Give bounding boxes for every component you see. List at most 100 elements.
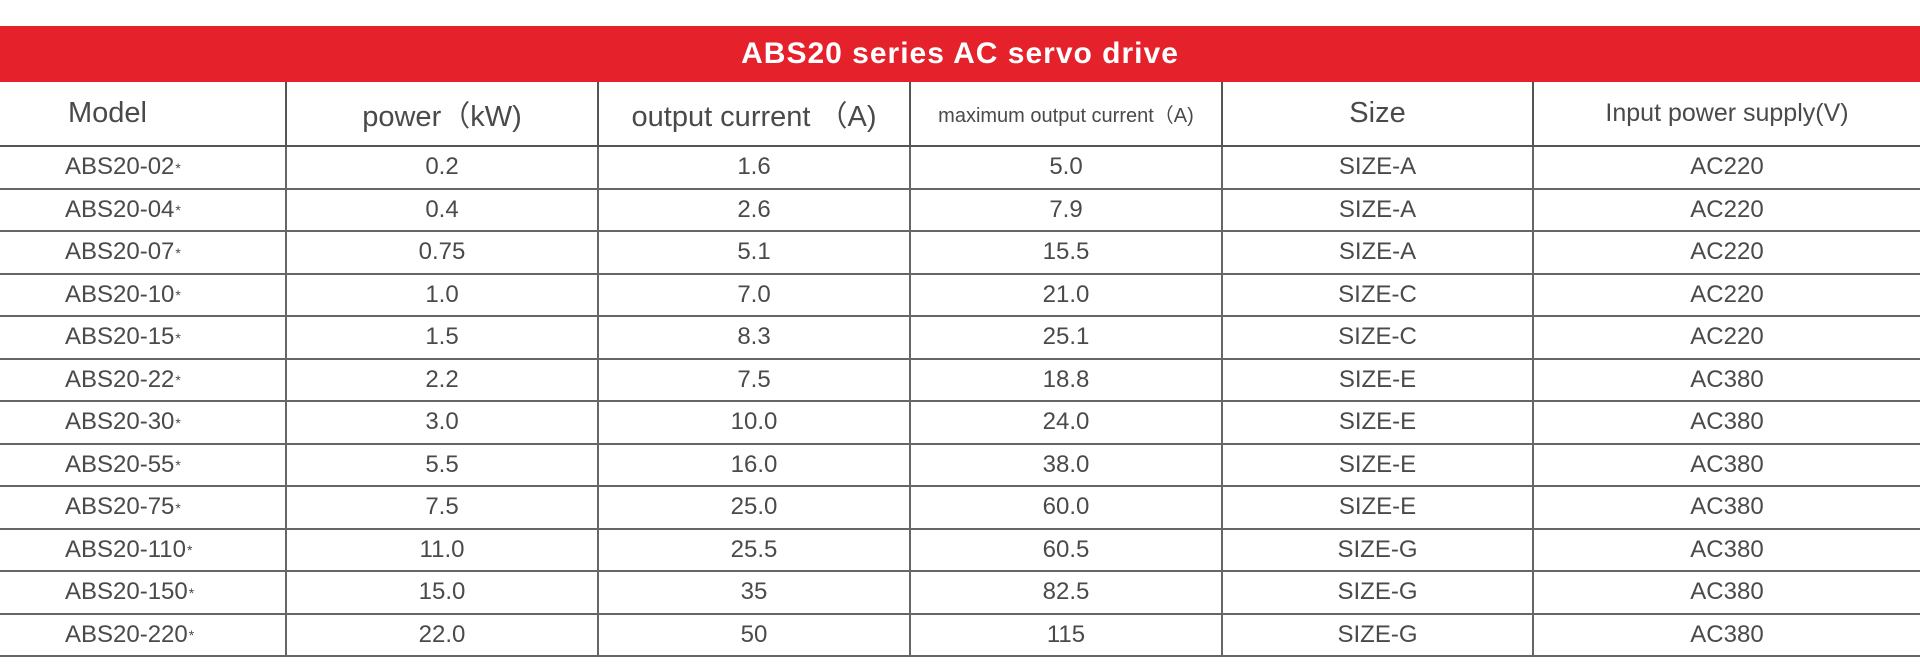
table-body: ABS20-02* 0.2 1.6 5.0 SIZE-A AC220 ABS20-04* 0.…	[0, 146, 1920, 657]
model-name: ABS20-150	[65, 578, 188, 606]
table-row: ABS20-110* 11.0 25.5 60.5 SIZE-G AC380	[0, 528, 1920, 572]
cell-max-output-current: 38.0	[910, 443, 1223, 487]
model-mark: *	[175, 244, 181, 261]
cell-model: ABS20-110*	[0, 528, 287, 572]
cell-power: 5.5	[286, 443, 599, 487]
model-name: ABS20-30	[65, 408, 175, 436]
table-title-banner: ABS20 series AC servo drive	[0, 26, 1920, 82]
cell-power: 15.0	[286, 571, 599, 615]
model-mark: *	[175, 159, 181, 176]
cell-output-current: 25.0	[598, 486, 911, 530]
cell-output-current: 7.0	[598, 273, 911, 317]
model-name: ABS20-220	[65, 620, 188, 648]
cell-output-current: 2.6	[598, 188, 911, 232]
cell-power: 2.2	[286, 358, 599, 402]
table-row: ABS20-30* 3.0 10.0 24.0 SIZE-E AC380	[0, 401, 1920, 445]
cell-max-output-current: 115	[910, 613, 1223, 657]
cell-input-power-supply: AC220	[1533, 188, 1920, 232]
cell-max-output-current: 25.1	[910, 316, 1223, 360]
cell-size: SIZE-G	[1222, 528, 1534, 572]
model-mark: *	[188, 584, 195, 601]
cell-input-power-supply: AC220	[1533, 273, 1920, 317]
cell-output-current: 5.1	[598, 231, 911, 275]
header-max-output-current: maximum output current（A)	[910, 82, 1223, 147]
cell-model: ABS20-10*	[0, 273, 287, 317]
cell-output-current: 50	[598, 613, 911, 657]
cell-model: ABS20-15*	[0, 316, 287, 360]
model-mark: *	[175, 499, 181, 516]
table-row: ABS20-04* 0.4 2.6 7.9 SIZE-A AC220	[0, 188, 1920, 232]
cell-size: SIZE-A	[1222, 231, 1534, 275]
cell-output-current: 35	[598, 571, 911, 615]
cell-model: ABS20-150*	[0, 571, 287, 615]
cell-input-power-supply: AC380	[1533, 571, 1920, 615]
cell-model: ABS20-02*	[0, 146, 287, 190]
cell-power: 11.0	[286, 528, 599, 572]
cell-model: ABS20-55*	[0, 443, 287, 487]
cell-input-power-supply: AC380	[1533, 401, 1920, 445]
header-input-power-supply: Input power supply(V)	[1533, 82, 1920, 147]
table-row: ABS20-150* 15.0 35 82.5 SIZE-G AC380	[0, 571, 1920, 615]
model-name: ABS20-02	[65, 153, 175, 181]
cell-input-power-supply: AC380	[1533, 486, 1920, 530]
cell-power: 0.4	[286, 188, 599, 232]
table-row: ABS20-220* 22.0 50 115 SIZE-G AC380	[0, 613, 1920, 657]
cell-model: ABS20-04*	[0, 188, 287, 232]
cell-input-power-supply: AC220	[1533, 146, 1920, 190]
model-name: ABS20-04	[65, 195, 175, 223]
header-model: Model	[0, 82, 287, 147]
cell-model: ABS20-75*	[0, 486, 287, 530]
model-name: ABS20-22	[65, 365, 175, 393]
cell-power: 0.2	[286, 146, 599, 190]
cell-power: 22.0	[286, 613, 599, 657]
cell-max-output-current: 15.5	[910, 231, 1223, 275]
header-row: Model power（kW) output current （A) maxim…	[0, 82, 1920, 147]
spec-table: Model power（kW) output current （A) maxim…	[0, 82, 1920, 657]
cell-output-current: 7.5	[598, 358, 911, 402]
cell-size: SIZE-C	[1222, 273, 1534, 317]
table-row: ABS20-10* 1.0 7.0 21.0 SIZE-C AC220	[0, 273, 1920, 317]
cell-power: 3.0	[286, 401, 599, 445]
cell-output-current: 10.0	[598, 401, 911, 445]
model-mark: *	[186, 542, 193, 559]
model-mark: *	[175, 329, 181, 346]
cell-output-current: 8.3	[598, 316, 911, 360]
table-row: ABS20-22* 2.2 7.5 18.8 SIZE-E AC380	[0, 358, 1920, 402]
cell-power: 7.5	[286, 486, 599, 530]
cell-output-current: 25.5	[598, 528, 911, 572]
cell-size: SIZE-A	[1222, 188, 1534, 232]
cell-size: SIZE-E	[1222, 443, 1534, 487]
model-mark: *	[175, 287, 181, 304]
table-row: ABS20-15* 1.5 8.3 25.1 SIZE-C AC220	[0, 316, 1920, 360]
cell-max-output-current: 18.8	[910, 358, 1223, 402]
cell-model: ABS20-22*	[0, 358, 287, 402]
table-row: ABS20-75* 7.5 25.0 60.0 SIZE-E AC380	[0, 486, 1920, 530]
model-name: ABS20-55	[65, 450, 175, 478]
cell-input-power-supply: AC220	[1533, 316, 1920, 360]
cell-max-output-current: 5.0	[910, 146, 1223, 190]
header-size: Size	[1222, 82, 1534, 147]
cell-size: SIZE-G	[1222, 571, 1534, 615]
cell-size: SIZE-C	[1222, 316, 1534, 360]
cell-input-power-supply: AC380	[1533, 528, 1920, 572]
model-name: ABS20-10	[65, 280, 175, 308]
header-power: power（kW)	[286, 82, 599, 147]
model-mark: *	[175, 457, 181, 474]
cell-max-output-current: 7.9	[910, 188, 1223, 232]
cell-model: ABS20-30*	[0, 401, 287, 445]
cell-max-output-current: 60.0	[910, 486, 1223, 530]
model-mark: *	[175, 372, 181, 389]
cell-size: SIZE-E	[1222, 401, 1534, 445]
cell-power: 1.5	[286, 316, 599, 360]
cell-model: ABS20-07*	[0, 231, 287, 275]
cell-max-output-current: 82.5	[910, 571, 1223, 615]
model-mark: *	[175, 202, 181, 219]
cell-input-power-supply: AC220	[1533, 231, 1920, 275]
cell-size: SIZE-G	[1222, 613, 1534, 657]
cell-power: 0.75	[286, 231, 599, 275]
spec-table-container: ABS20 series AC servo drive Model power（…	[0, 26, 1920, 657]
table-row: ABS20-55* 5.5 16.0 38.0 SIZE-E AC380	[0, 443, 1920, 487]
cell-power: 1.0	[286, 273, 599, 317]
model-name: ABS20-15	[65, 323, 175, 351]
cell-input-power-supply: AC380	[1533, 613, 1920, 657]
